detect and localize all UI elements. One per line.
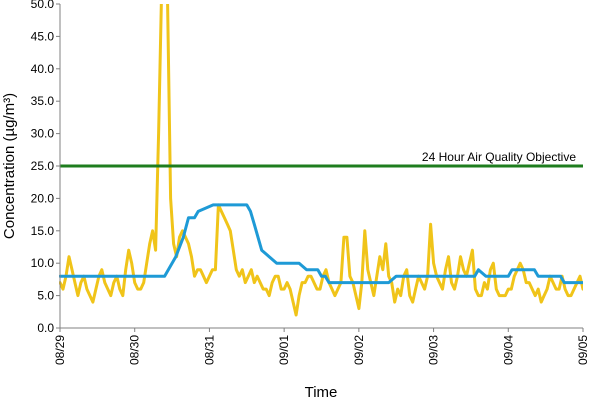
y-tick-label: 50.0 <box>31 0 55 11</box>
series-layer <box>59 4 583 317</box>
x-tick-label: 09/01 <box>277 335 291 365</box>
x-tick-label: 08/29 <box>53 335 67 365</box>
objective-label: 24 Hour Air Quality Objective <box>422 150 576 164</box>
x-tick-label: 09/02 <box>352 335 366 365</box>
x-tick-label: 09/05 <box>576 335 590 365</box>
x-axis-title: Time <box>305 384 338 400</box>
y-tick-label: 40.0 <box>31 62 55 76</box>
x-tick-label: 08/30 <box>128 335 142 365</box>
y-tick-label: 35.0 <box>31 94 55 108</box>
y-tick-label: 20.0 <box>31 191 55 205</box>
series-line-2 <box>59 203 583 285</box>
y-tick-label: 0.0 <box>37 321 54 335</box>
y-axis-ticks: 0.0 5.0 10.0 15.0 20.0 25.0 30.0 35.0 40.0 45.0 50… <box>31 0 60 335</box>
x-tick-label: 09/03 <box>427 335 441 365</box>
y-tick-label: 10.0 <box>31 256 55 270</box>
x-axis-ticks: 08/29 08/30 08/31 09/01 09/02 09/03 09/04 09/05 <box>53 328 590 365</box>
y-tick-label: 5.0 <box>37 289 54 303</box>
y-tick-label: 25.0 <box>31 159 55 173</box>
y-tick-label: 15.0 <box>31 224 55 238</box>
y-tick-label: 45.0 <box>31 29 55 43</box>
y-tick-label: 30.0 <box>31 127 55 141</box>
x-tick-label: 09/04 <box>501 335 515 365</box>
x-tick-label: 08/31 <box>202 335 216 365</box>
y-axis-title: Concentration (µg/m³) <box>1 93 18 239</box>
series-line-1 <box>59 4 583 317</box>
